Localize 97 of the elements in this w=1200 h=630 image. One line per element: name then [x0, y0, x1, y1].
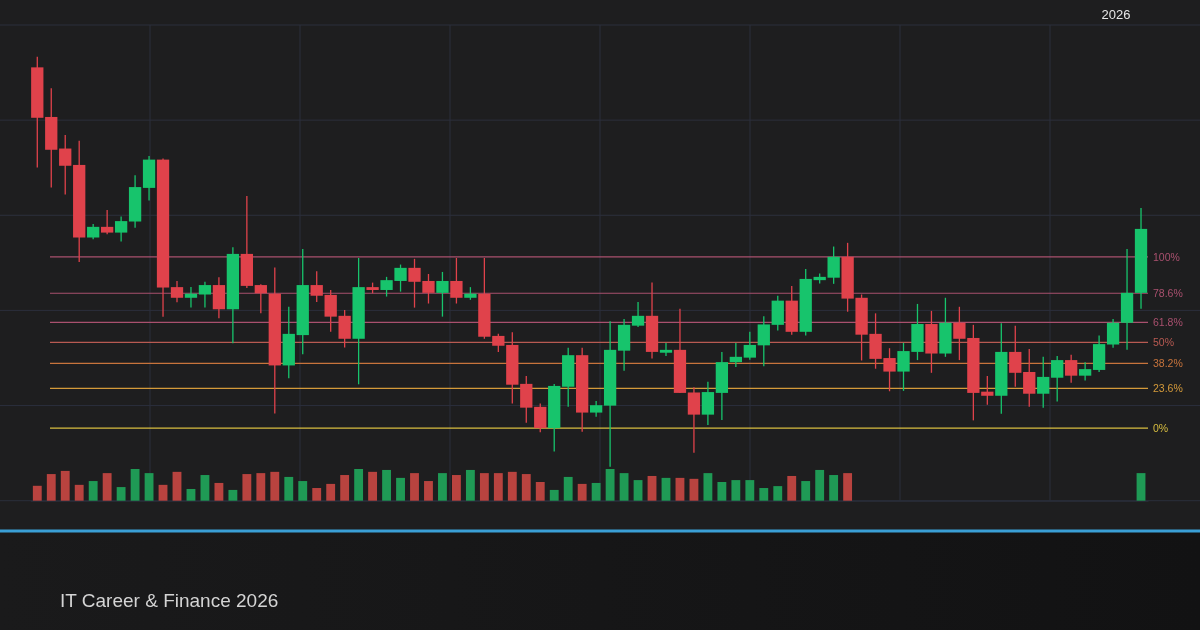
bar: [382, 469, 391, 501]
text: 100%: [1153, 250, 1180, 263]
candlestick: [757, 315, 770, 367]
bar: [661, 477, 671, 501]
candlestick: [101, 209, 114, 235]
candlestick: [1023, 348, 1036, 408]
bar: [424, 481, 433, 501]
candlestick: [436, 271, 449, 318]
bar: [158, 484, 168, 501]
bar: [563, 476, 573, 501]
bar: [633, 480, 643, 501]
text: 61.8%: [1153, 316, 1183, 329]
bar: [298, 481, 308, 501]
bar: [284, 476, 294, 501]
bar: [493, 473, 503, 501]
bar: [144, 473, 154, 501]
bar: [843, 473, 853, 501]
candlestick: [534, 402, 547, 433]
bar: [410, 473, 419, 501]
candlestick: [338, 309, 351, 349]
bar: [172, 471, 182, 501]
bar: [326, 483, 336, 501]
text: 2026: [1101, 7, 1131, 22]
bar: [102, 473, 112, 501]
candlestick: [1009, 325, 1022, 388]
bar: [759, 488, 769, 501]
bar: [256, 473, 266, 501]
bar: [354, 469, 364, 501]
bar: [130, 469, 140, 501]
bar: [242, 474, 252, 501]
bar: [549, 489, 559, 501]
bar: [465, 469, 475, 501]
text: IT Career & Finance 2026: [60, 590, 279, 611]
candlestick: [310, 270, 323, 303]
bar: [773, 486, 783, 501]
bar: [186, 488, 196, 501]
bar: [228, 489, 238, 501]
candlestick: [687, 386, 701, 454]
bar: [801, 481, 811, 501]
candlestick: [1078, 361, 1092, 382]
bar: [1136, 473, 1146, 501]
bar: [647, 475, 657, 501]
bar: [577, 483, 587, 501]
bar: [689, 478, 699, 501]
bar: [340, 475, 350, 501]
bar: [88, 481, 98, 501]
bar: [32, 485, 42, 501]
bar: [452, 475, 461, 501]
candlestick: [520, 375, 533, 424]
bar: [815, 469, 825, 501]
bar: [479, 473, 489, 501]
bar: [507, 471, 517, 501]
text: 0%: [1153, 422, 1169, 435]
candlestick: [701, 381, 715, 426]
bar: [396, 477, 405, 501]
bar: [270, 471, 280, 501]
candlestick: [450, 257, 463, 305]
bar: [717, 482, 727, 501]
bar: [605, 469, 615, 501]
bar: [116, 487, 126, 501]
candlestick: [198, 281, 212, 309]
candlestick: [1106, 318, 1120, 349]
text: 23.6%: [1153, 382, 1183, 395]
candlestick: [631, 301, 645, 328]
bar: [312, 488, 322, 501]
bar: [200, 475, 210, 501]
bar: [675, 477, 685, 501]
bar: [731, 480, 741, 501]
text: 50%: [1153, 336, 1175, 349]
bar: [703, 473, 713, 501]
bar: [46, 474, 56, 501]
text: 78.6%: [1153, 287, 1183, 300]
candlestick: [659, 342, 673, 357]
bar: [368, 471, 378, 501]
candlestick: [324, 289, 337, 333]
bar: [60, 470, 70, 501]
candlestick: [59, 134, 72, 196]
bar: [619, 473, 629, 501]
candlestick: [170, 280, 184, 303]
candlestick: [254, 283, 267, 315]
text: 38.2%: [1153, 357, 1183, 370]
bar: [591, 482, 601, 501]
candlestick: [114, 215, 128, 243]
bar: [787, 475, 797, 501]
candlestick: [729, 342, 742, 368]
bar: [829, 475, 839, 501]
candlestick: [184, 286, 198, 309]
bar: [745, 480, 755, 501]
candlestick: [1051, 355, 1064, 403]
candlestick: [743, 331, 756, 361]
bar: [74, 484, 84, 501]
bar: [535, 482, 545, 501]
bar: [521, 474, 531, 501]
bar: [214, 482, 224, 501]
candlestick: [1065, 354, 1078, 384]
bar: [438, 473, 447, 501]
candlestick: [1037, 356, 1050, 409]
